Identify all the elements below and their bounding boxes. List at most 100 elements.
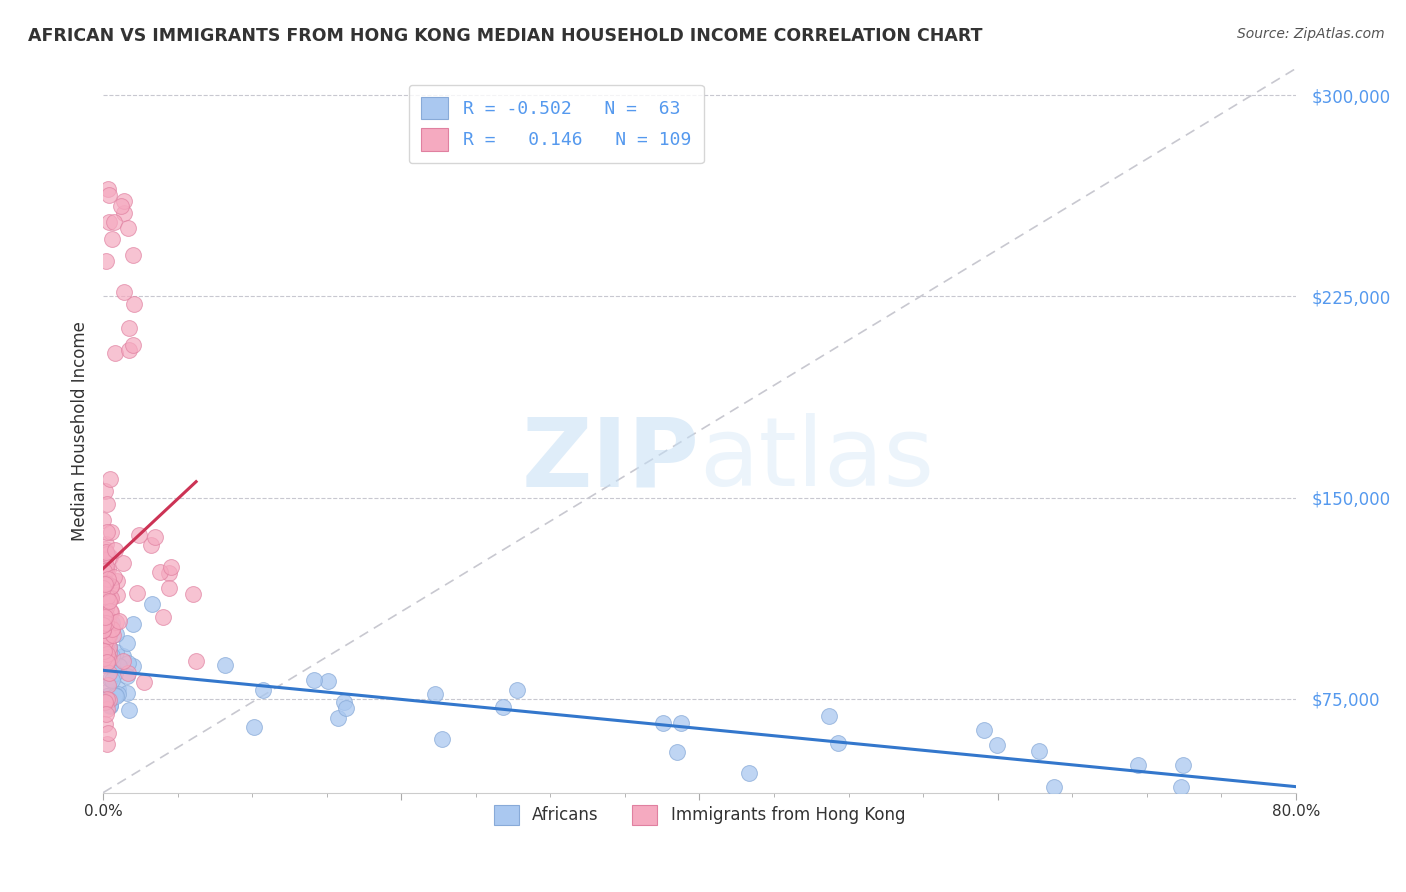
Point <box>104 615 127 630</box>
Point <box>97 651 120 665</box>
Point <box>98 665 121 680</box>
Point <box>94 658 117 673</box>
Point <box>96 690 118 704</box>
Text: atlas: atlas <box>699 413 935 506</box>
Point <box>112 285 135 299</box>
Point <box>651 716 673 731</box>
Point <box>104 627 127 641</box>
Point <box>94 552 117 566</box>
Point <box>94 576 117 591</box>
Point <box>93 618 115 632</box>
Point <box>97 646 120 660</box>
Point <box>107 681 129 696</box>
Point <box>94 542 117 557</box>
Point <box>96 591 118 605</box>
Point <box>115 669 138 683</box>
Point <box>93 564 115 578</box>
Point <box>112 556 135 570</box>
Point <box>1028 744 1050 758</box>
Point <box>117 665 139 680</box>
Point <box>93 650 115 665</box>
Text: AFRICAN VS IMMIGRANTS FROM HONG KONG MEDIAN HOUSEHOLD INCOME CORRELATION CHART: AFRICAN VS IMMIGRANTS FROM HONG KONG MED… <box>28 27 983 45</box>
Point <box>157 581 180 595</box>
Point <box>316 674 339 689</box>
Point <box>128 528 150 542</box>
Point <box>423 688 446 702</box>
Point <box>98 215 121 229</box>
Point <box>93 644 115 658</box>
Point <box>1170 780 1192 795</box>
Point <box>96 558 118 573</box>
Point <box>98 652 121 666</box>
Point <box>141 597 163 611</box>
Point <box>94 600 117 615</box>
Point <box>104 346 127 360</box>
Point <box>738 765 761 780</box>
Point <box>96 656 118 670</box>
Point <box>214 657 236 672</box>
Point <box>98 698 121 713</box>
Point <box>97 683 120 698</box>
Point <box>121 617 143 632</box>
Point <box>96 537 118 551</box>
Point <box>94 706 117 721</box>
Point <box>101 622 124 636</box>
Point <box>93 612 115 626</box>
Point <box>160 560 183 574</box>
Point <box>492 699 515 714</box>
Point <box>112 649 135 664</box>
Point <box>117 221 139 235</box>
Point <box>98 549 121 564</box>
Point <box>181 587 204 601</box>
Point <box>97 629 120 643</box>
Point <box>432 731 454 746</box>
Point <box>94 253 117 268</box>
Point <box>115 686 138 700</box>
Point <box>98 591 121 606</box>
Point <box>98 698 121 712</box>
Point <box>141 538 163 552</box>
Point <box>94 695 117 709</box>
Point <box>94 609 117 624</box>
Point <box>149 565 172 579</box>
Point <box>118 703 141 717</box>
Point <box>107 687 129 701</box>
Point <box>91 513 114 527</box>
Point <box>96 643 118 657</box>
Point <box>96 547 118 561</box>
Point <box>96 497 118 511</box>
Point <box>98 593 121 607</box>
Point <box>97 562 120 576</box>
Point <box>122 248 145 262</box>
Text: Source: ZipAtlas.com: Source: ZipAtlas.com <box>1237 27 1385 41</box>
Point <box>105 690 128 704</box>
Point <box>97 678 120 692</box>
Point <box>97 629 120 643</box>
Point <box>96 657 118 672</box>
Point <box>93 623 115 637</box>
Point <box>105 588 128 602</box>
Point <box>96 647 118 661</box>
Point <box>97 572 120 586</box>
Point <box>121 338 143 352</box>
Point <box>94 577 117 591</box>
Point <box>103 658 125 673</box>
Point <box>121 658 143 673</box>
Point <box>134 675 156 690</box>
Point <box>326 711 349 725</box>
Point <box>973 723 995 737</box>
Point <box>98 640 121 654</box>
Point <box>112 206 135 220</box>
Point <box>110 658 132 673</box>
Legend: Africans, Immigrants from Hong Kong: Africans, Immigrants from Hong Kong <box>484 795 915 835</box>
Point <box>101 615 124 630</box>
Point <box>96 524 118 539</box>
Point <box>93 646 115 660</box>
Point <box>335 701 357 715</box>
Point <box>97 182 120 196</box>
Point <box>242 721 264 735</box>
Point <box>97 725 120 739</box>
Point <box>117 657 139 671</box>
Point <box>98 693 121 707</box>
Point <box>112 194 135 208</box>
